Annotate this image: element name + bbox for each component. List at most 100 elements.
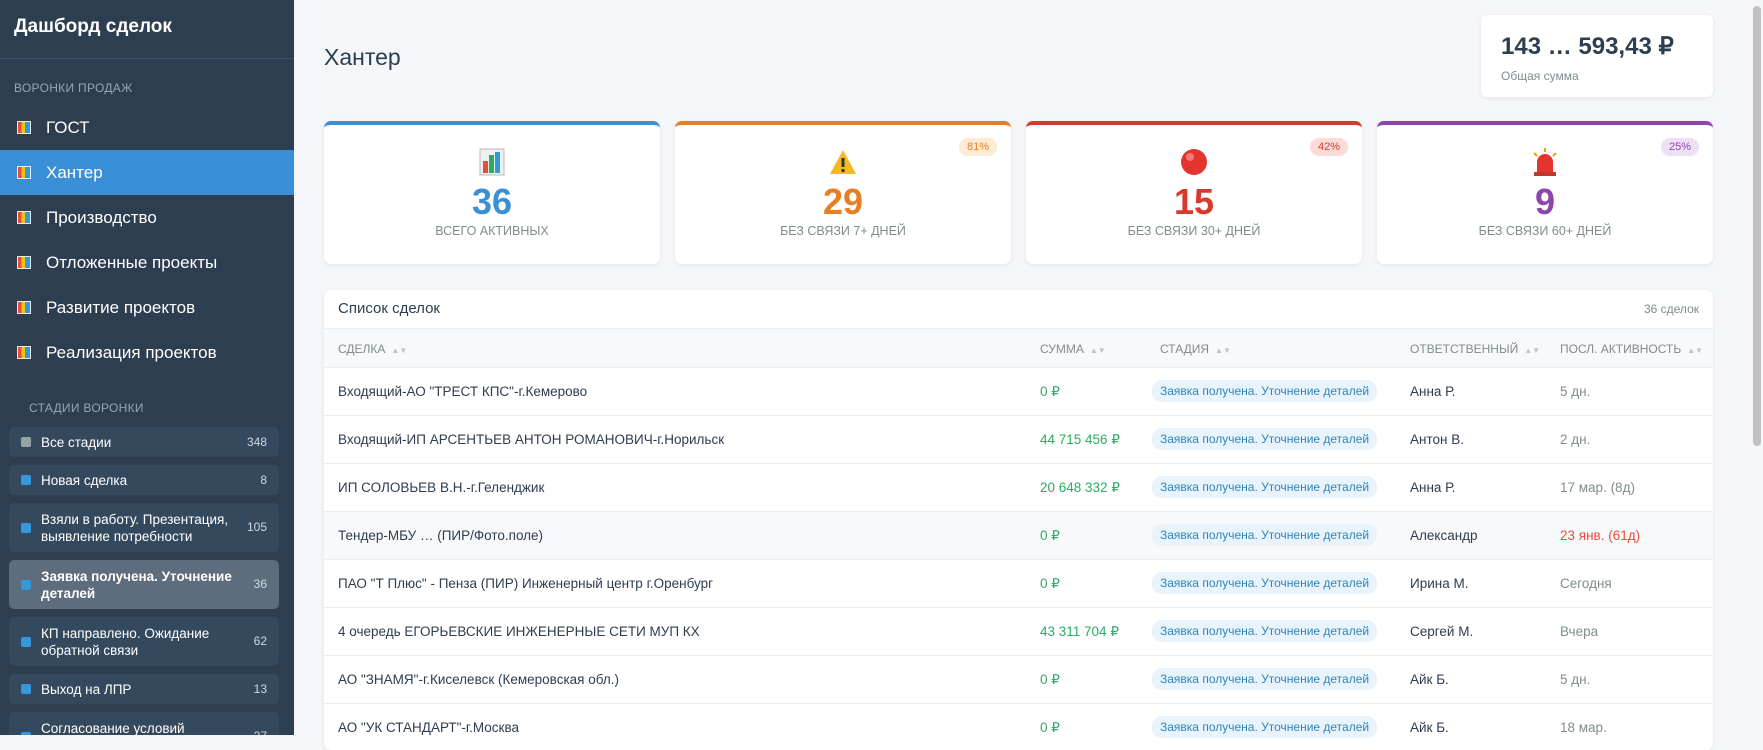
stage-dot [21, 580, 31, 590]
funnel-item[interactable]: Реализация проектов [0, 330, 294, 375]
funnel-item[interactable]: Хантер [0, 150, 294, 195]
cell-owner: Антон В. [1410, 432, 1464, 447]
stage-item[interactable]: Выход на ЛПР13 [9, 674, 279, 704]
stage-item[interactable]: Согласование условий сотрудничества27 [9, 712, 279, 735]
cell-owner: Александр [1410, 528, 1478, 543]
cell-deal: Входящий-ИП АРСЕНТЬЕВ АНТОН РОМАНОВИЧ-г.… [338, 432, 724, 447]
funnel-item[interactable]: Развитие проектов [0, 285, 294, 330]
column-header[interactable]: СТАДИЯ [1160, 342, 1231, 356]
cell-stage: Заявка получена. Уточнение деталей [1152, 476, 1377, 498]
cell-activity: 5 дн. [1560, 384, 1590, 399]
stage-count: 62 [254, 633, 267, 650]
cell-stage: Заявка получена. Уточнение деталей [1152, 428, 1377, 450]
funnel-item[interactable]: Производство [0, 195, 294, 240]
stage-item[interactable]: Взяли в работу. Презентация, выявление п… [9, 503, 279, 552]
cell-stage: Заявка получена. Уточнение деталей [1152, 572, 1377, 594]
cell-owner: Айк Б. [1410, 720, 1449, 735]
funnel-icon [17, 211, 31, 224]
stage-label: Согласование условий сотрудничества [41, 720, 249, 736]
cell-stage: Заявка получена. Уточнение деталей [1152, 620, 1377, 642]
table-row[interactable]: ИП СОЛОВЬЕВ В.Н.-г.Геленджик 20 648 332 ₽… [324, 464, 1713, 512]
stage-dot [21, 637, 31, 647]
card-badge: 42% [1310, 138, 1348, 156]
stat-card: 29БЕЗ СВЯЗИ 7+ ДНЕЙ81% [675, 121, 1011, 264]
icon [1179, 147, 1209, 177]
stage-label: Взяли в работу. Презентация, выявление п… [41, 511, 249, 545]
stage-item[interactable]: КП направлено. Ожидание обратной связи 62 [9, 617, 279, 666]
icon [478, 147, 506, 177]
stage-dot [21, 732, 31, 736]
stage-label: Все стадии [41, 434, 111, 451]
stage-item[interactable]: Новая сделка 8 [9, 465, 279, 495]
table-row[interactable]: Входящий-АО "ТРЕСТ КПС"-г.Кемерово0 ₽Зая… [324, 368, 1713, 416]
column-header[interactable]: СУММА [1040, 342, 1106, 356]
cell-deal: ИП СОЛОВЬЕВ В.Н.-г.Геленджик [338, 480, 544, 495]
cell-activity: Сегодня [1560, 576, 1612, 591]
stat-card: 15БЕЗ СВЯЗИ 30+ ДНЕЙ42% [1026, 121, 1362, 264]
cell-amount: 0 ₽ [1040, 528, 1060, 544]
stat-card: 9БЕЗ СВЯЗИ 60+ ДНЕЙ25% [1377, 121, 1713, 264]
table-row[interactable]: Входящий-ИП АРСЕНТЬЕВ АНТОН РОМАНОВИЧ-г.… [324, 416, 1713, 464]
cell-owner: Айк Б. [1410, 672, 1449, 687]
deals-table: Список сделок 36 сделок СДЕЛКА СУММА СТАДИ… [324, 290, 1713, 750]
card-badge: 25% [1661, 138, 1699, 156]
card-icon [675, 125, 1011, 182]
card-label: БЕЗ СВЯЗИ 60+ ДНЕЙ [1377, 224, 1713, 238]
stage-item[interactable]: Заявка получена. Уточнение деталей36 [9, 560, 279, 609]
icon [828, 147, 858, 177]
card-label: ВСЕГО АКТИВНЫХ [324, 224, 660, 238]
table-count: 36 сделок [1644, 302, 1699, 316]
cell-amount: 20 648 332 ₽ [1040, 480, 1120, 496]
cell-amount: 0 ₽ [1040, 384, 1060, 400]
cell-stage: Заявка получена. Уточнение деталей [1152, 668, 1377, 690]
column-header[interactable]: ОТВЕТСТВЕННЫЙ [1410, 342, 1540, 356]
section-heading: СТАДИИ ВОРОНКИ [29, 401, 144, 415]
cell-amount: 43 311 704 ₽ [1040, 624, 1119, 640]
cell-owner: Анна Р. [1410, 480, 1455, 495]
cell-deal: ПАО "Т Плюс" - Пенза (ПИР) Инженерный це… [338, 576, 713, 591]
total-value: 143 … 593,43 ₽ [1501, 32, 1693, 61]
table-header: СДЕЛКА СУММА СТАДИЯ ОТВЕТСТВЕННЫЙ ПОСЛ. АКТИ… [324, 328, 1713, 368]
total-box: 143 … 593,43 ₽ Общая сумма [1481, 15, 1713, 97]
funnel-icon [17, 346, 31, 359]
cell-deal: АО "УК СТАНДАРТ"-г.Москва [338, 720, 519, 735]
icon [1530, 147, 1560, 177]
cell-amount: 0 ₽ [1040, 576, 1060, 592]
card-icon [1026, 125, 1362, 182]
section-heading: ВОРОНКИ ПРОДАЖ [14, 81, 132, 95]
column-header[interactable]: СДЕЛКА [338, 342, 407, 356]
cell-stage: Заявка получена. Уточнение деталей [1152, 524, 1377, 546]
cell-amount: 0 ₽ [1040, 720, 1060, 736]
stage-label: Заявка получена. Уточнение деталей [41, 568, 249, 602]
cell-deal: Входящий-АО "ТРЕСТ КПС"-г.Кемерово [338, 384, 587, 399]
table-row[interactable]: Тендер-МБУ … (ПИР/Фото.поле)0 ₽Заявка по… [324, 512, 1713, 560]
card-value: 36 [324, 182, 660, 222]
table-row[interactable]: АО "УК СТАНДАРТ"-г.Москва0 ₽Заявка получ… [324, 704, 1713, 750]
stage-count: 8 [260, 472, 267, 489]
card-icon [324, 125, 660, 182]
funnel-icon [17, 121, 31, 134]
funnel-item[interactable]: Отложенные проекты [0, 240, 294, 285]
total-label: Общая сумма [1501, 69, 1693, 83]
table-row[interactable]: АО "ЗНАМЯ"-г.Киселевск (Кемеровская обл.… [324, 656, 1713, 704]
stage-item[interactable]: Все стадии 348 [9, 427, 279, 457]
card-label: БЕЗ СВЯЗИ 7+ ДНЕЙ [675, 224, 1011, 238]
sidebar: Дашборд сделок ВОРОНКИ ПРОДАЖ СТАДИИ ВОР… [0, 0, 294, 735]
table-row[interactable]: 4 очередь ЕГОРЬЕВСКИЕ ИНЖЕНЕРНЫЕ СЕТИ МУ… [324, 608, 1713, 656]
table-row[interactable]: ПАО "Т Плюс" - Пенза (ПИР) Инженерный це… [324, 560, 1713, 608]
stage-count: 348 [247, 434, 267, 451]
stage-label: КП направлено. Ожидание обратной связи [41, 625, 249, 659]
table-title: Список сделок [338, 300, 440, 317]
card-badge: 81% [959, 138, 997, 156]
funnel-icon [17, 301, 31, 314]
column-header[interactable]: ПОСЛ. АКТИВНОСТЬ [1560, 342, 1703, 356]
page-title: Хантер [324, 44, 401, 71]
cell-amount: 0 ₽ [1040, 672, 1060, 688]
stage-label: Выход на ЛПР [41, 681, 131, 698]
funnel-item[interactable]: ГОСТ [0, 105, 294, 150]
scrollbar[interactable] [1753, 6, 1761, 446]
stat-card: 36 ВСЕГО АКТИВНЫХ [324, 121, 660, 264]
cell-amount: 44 715 456 ₽ [1040, 432, 1120, 448]
stage-label: Новая сделка [41, 472, 127, 489]
